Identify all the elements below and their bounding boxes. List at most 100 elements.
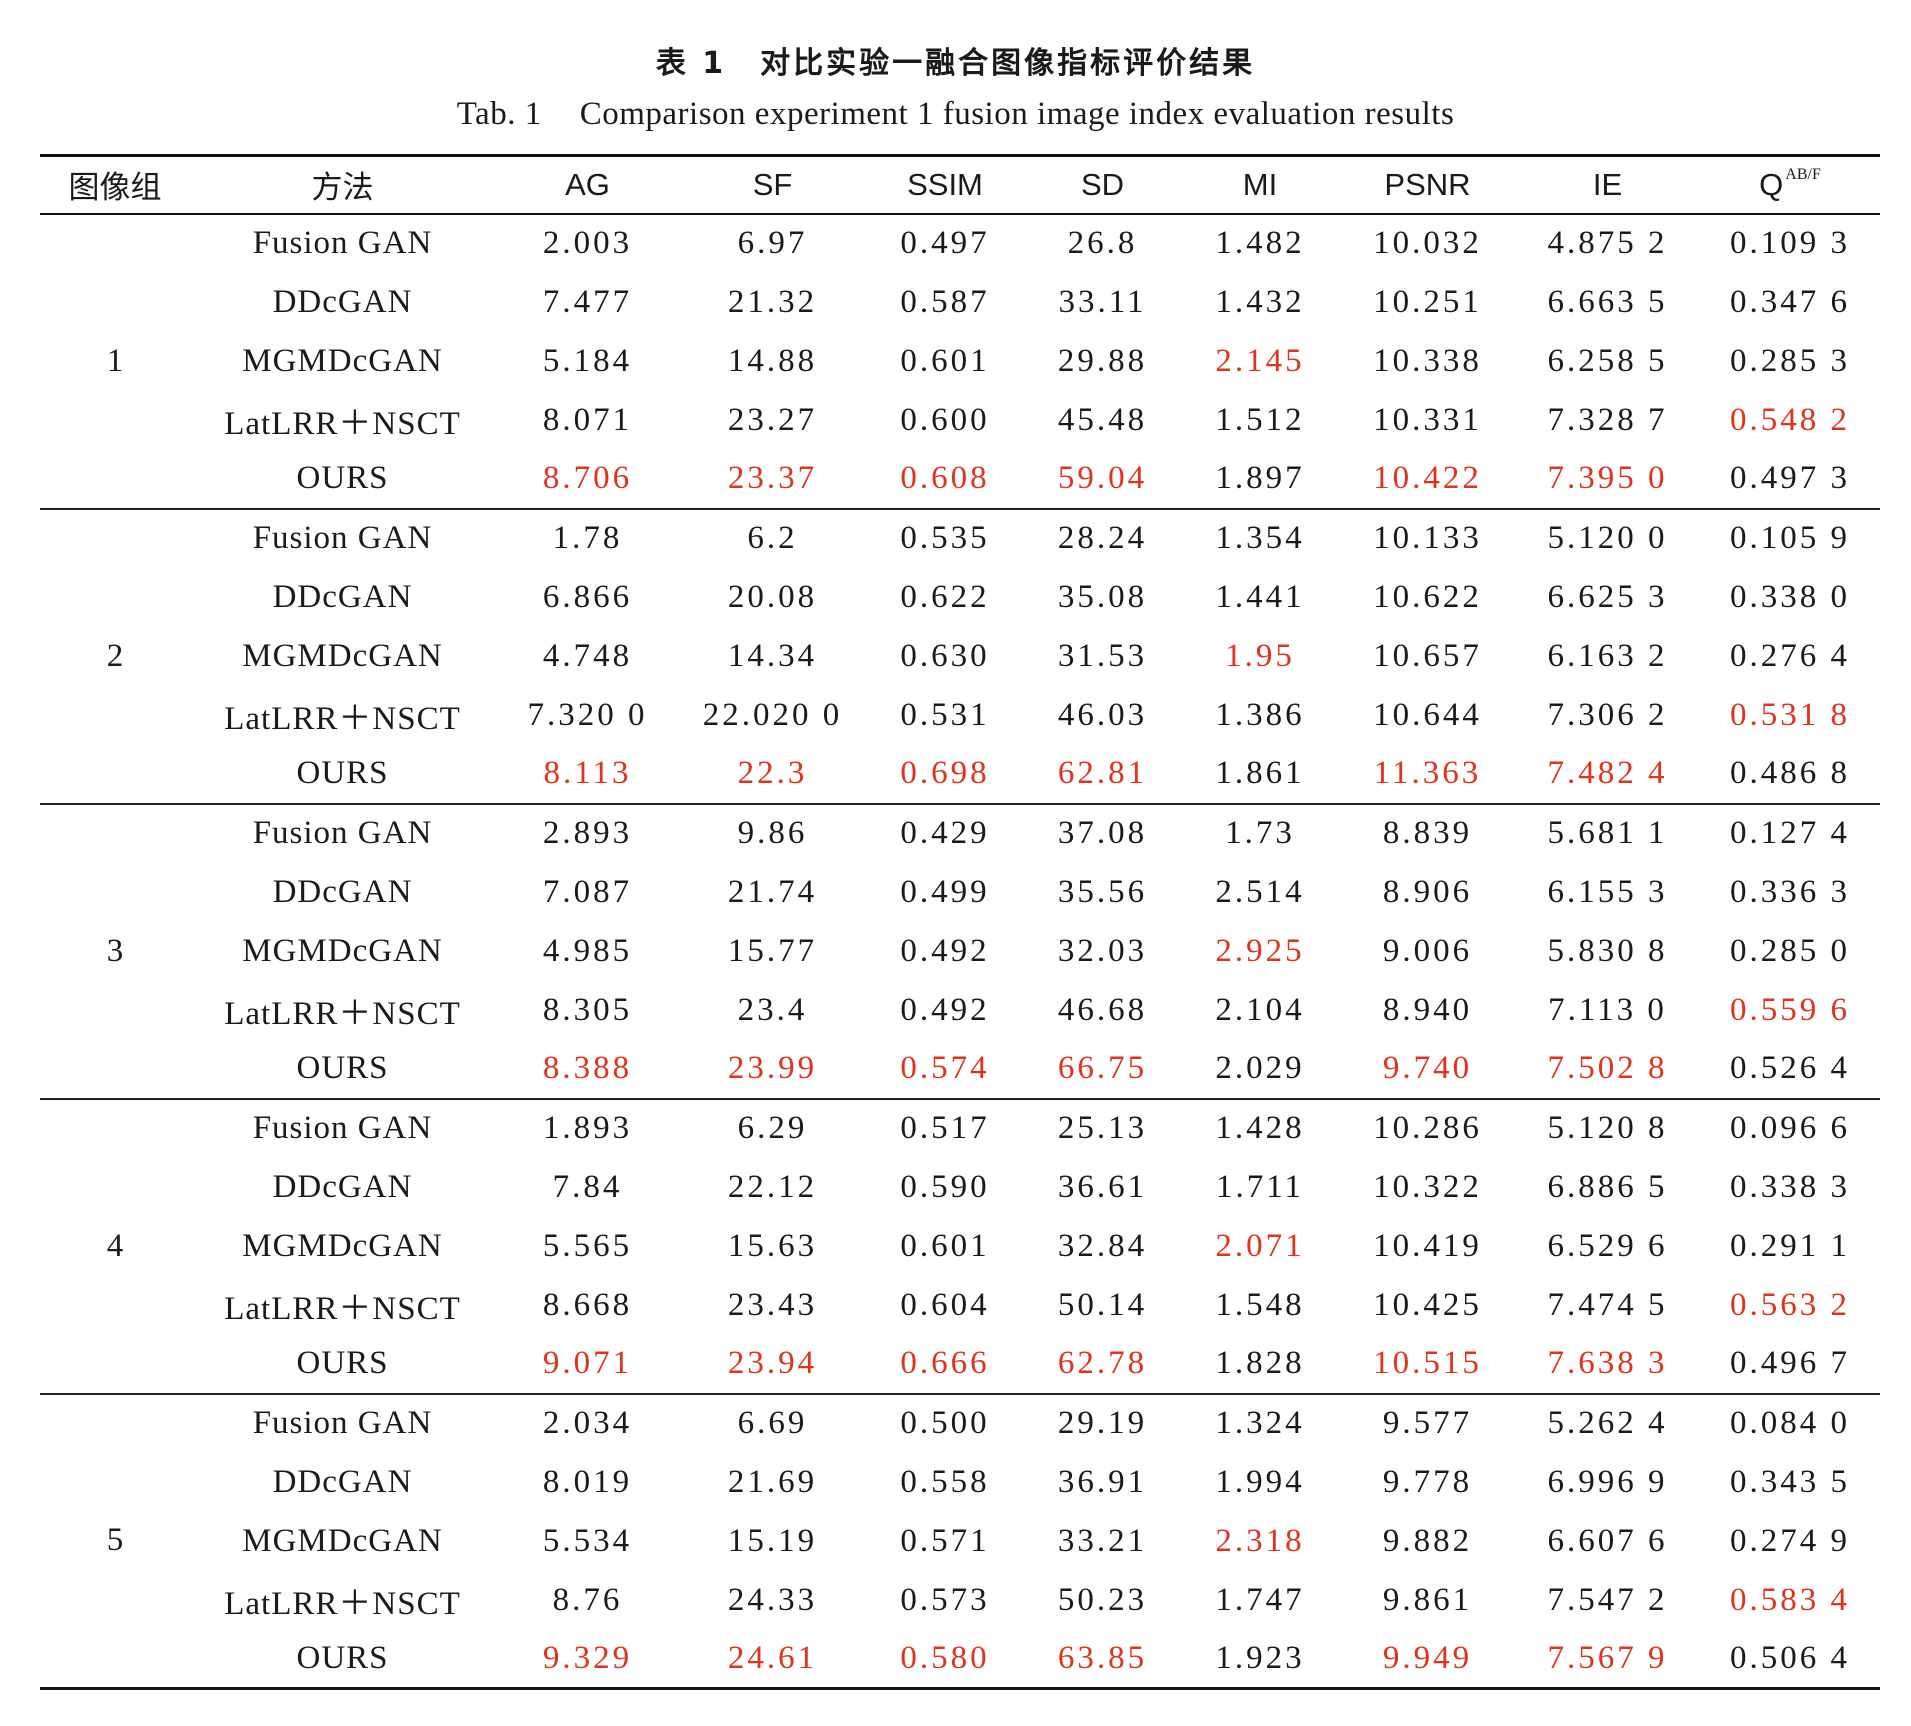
table-body: 1 Fusion GAN 2.003 6.97 0.497 26.8 1.482 10.032… bbox=[40, 213, 1880, 1690]
cell-ssim: 0.608 bbox=[865, 449, 1025, 510]
header-q: Q AB/F bbox=[1700, 154, 1880, 215]
table-row: 3 Fusion GAN 2.893 9.86 0.429 37.08 1.73 8.839 5… bbox=[40, 803, 1880, 1100]
cell-sd: 33.11 bbox=[1058, 283, 1147, 320]
cell-mi: 2.029 bbox=[1180, 1039, 1340, 1100]
cell-sf: 23.94 bbox=[680, 1334, 865, 1395]
table-row: MGMDcGAN 4.985 15.77 0.492 32.03 2.925 9.006 5.… bbox=[40, 922, 1880, 981]
cell-ag: 4.985 bbox=[542, 932, 633, 969]
table-row: LatLRR＋NSCT 8.305 23.4 0.492 46.68 2.104 8.940… bbox=[40, 981, 1880, 1040]
header-psnr: PSNR bbox=[1340, 154, 1515, 215]
cell-sd: 29.88 bbox=[1057, 342, 1148, 379]
cell-method: Fusion GAN bbox=[252, 1405, 433, 1441]
cell-ssim: 0.573 bbox=[900, 1581, 990, 1618]
cell-ssim: 0.580 bbox=[865, 1629, 1025, 1690]
cell-mi: 2.318 bbox=[1215, 1522, 1305, 1559]
table-row: DDcGAN 8.019 21.69 0.558 36.91 1.994 9.778 6.99… bbox=[40, 1453, 1880, 1512]
cell-ie: 7.113 0 bbox=[1548, 991, 1667, 1028]
cell-ie: 7.474 5 bbox=[1547, 1286, 1668, 1323]
table-row: 1 Fusion GAN 2.003 6.97 0.497 26.8 1.482 10.032… bbox=[40, 213, 1880, 510]
cell-psnr: 9.006 bbox=[1382, 932, 1473, 969]
table-number-en: Tab. 1 bbox=[456, 96, 542, 132]
cell-sf: 21.74 bbox=[727, 873, 818, 910]
cell-image-group: 4 bbox=[40, 1098, 190, 1395]
cell-method: MGMDcGAN bbox=[242, 637, 443, 674]
table-row: MGMDcGAN 5.534 15.19 0.571 33.21 2.318 9.882 6.… bbox=[40, 1512, 1880, 1571]
cell-mi: 1.548 bbox=[1215, 1286, 1305, 1323]
table-title-en: Comparison experiment 1 fusion image ind… bbox=[579, 96, 1455, 132]
cell-method: Fusion GAN bbox=[252, 520, 433, 556]
cell-ie: 5.830 8 bbox=[1547, 932, 1668, 969]
cell-sd: 26.8 bbox=[1067, 225, 1138, 261]
table-row: DDcGAN 7.84 22.12 0.590 36.61 1.711 10.322 6.88… bbox=[40, 1158, 1880, 1217]
cell-ie: 7.638 3 bbox=[1515, 1334, 1700, 1395]
cell-sd: 50.23 bbox=[1057, 1581, 1148, 1618]
cell-ssim: 0.601 bbox=[900, 1227, 990, 1264]
cell-mi: 1.354 bbox=[1215, 520, 1305, 556]
cell-psnr: 10.133 bbox=[1373, 520, 1482, 556]
cell-ie: 7.482 4 bbox=[1515, 744, 1700, 805]
table-row: LatLRR＋NSCT 8.071 23.27 0.600 45.48 1.512 10.3… bbox=[40, 391, 1880, 450]
cell-mi: 1.428 bbox=[1215, 1110, 1305, 1146]
cell-ag: 8.668 bbox=[542, 1286, 633, 1323]
cell-sf: 22.020 0 bbox=[702, 696, 843, 733]
cell-ag: 8.071 bbox=[542, 401, 633, 438]
cell-sd: 28.24 bbox=[1057, 520, 1148, 556]
cell-ie: 6.607 6 bbox=[1547, 1522, 1668, 1559]
cell-sf: 23.4 bbox=[737, 991, 808, 1028]
cell-mi: 1.95 bbox=[1225, 637, 1295, 674]
cell-psnr: 10.425 bbox=[1373, 1286, 1482, 1323]
cell-ag: 6.866 bbox=[542, 578, 633, 615]
cell-ie: 7.502 8 bbox=[1515, 1039, 1700, 1100]
header-mi: MI bbox=[1180, 154, 1340, 215]
header-q-label: Q bbox=[1759, 167, 1784, 203]
cell-ssim: 0.571 bbox=[900, 1522, 990, 1559]
table-title-cn: 对比实验一融合图像指标评价结果 bbox=[760, 46, 1256, 81]
cell-psnr: 9.861 bbox=[1382, 1581, 1473, 1618]
cell-sf: 23.37 bbox=[680, 449, 865, 510]
cell-sf: 22.12 bbox=[727, 1168, 818, 1205]
cell-sd: 36.61 bbox=[1057, 1168, 1148, 1205]
table-row: 5 Fusion GAN 2.034 6.69 0.500 29.19 1.324 9.577… bbox=[40, 1393, 1880, 1690]
cell-sf: 24.61 bbox=[680, 1629, 865, 1690]
cell-sf: 14.88 bbox=[727, 342, 818, 379]
cell-ag: 9.071 bbox=[495, 1334, 680, 1395]
table-row: LatLRR＋NSCT 7.320 0 22.020 0 0.531 46.03 1.38… bbox=[40, 686, 1880, 745]
cell-image-group: 1 bbox=[40, 213, 190, 510]
cell-ssim: 0.600 bbox=[900, 401, 990, 438]
cell-psnr: 9.778 bbox=[1382, 1463, 1473, 1500]
table-caption-en: Tab. 1 Comparison experiment 1 fusion ima… bbox=[0, 96, 1911, 133]
cell-psnr: 10.422 bbox=[1340, 449, 1515, 510]
cell-q: 0.347 6 bbox=[1730, 283, 1850, 320]
cell-ie: 6.163 2 bbox=[1547, 637, 1668, 674]
cell-ie: 6.996 9 bbox=[1547, 1463, 1668, 1500]
cell-q: 0.276 4 bbox=[1730, 637, 1850, 674]
cell-ag: 8.76 bbox=[552, 1581, 623, 1618]
cell-psnr: 10.657 bbox=[1373, 637, 1482, 674]
cell-ssim: 0.630 bbox=[900, 637, 990, 674]
header-sf: SF bbox=[680, 154, 865, 215]
cell-ag: 2.034 bbox=[542, 1405, 633, 1441]
cell-ssim: 0.500 bbox=[900, 1405, 990, 1441]
cell-ag: 2.893 bbox=[542, 815, 633, 851]
cell-ssim: 0.497 bbox=[900, 225, 990, 261]
table-row: 2 Fusion GAN 1.78 6.2 0.535 28.24 1.354 10.133 5… bbox=[40, 508, 1880, 805]
cell-sd: 50.14 bbox=[1057, 1286, 1148, 1323]
cell-sf: 15.63 bbox=[727, 1227, 818, 1264]
table-row: MGMDcGAN 5.184 14.88 0.601 29.88 2.145 10.338 6… bbox=[40, 332, 1880, 391]
cell-ag: 5.565 bbox=[542, 1227, 633, 1264]
cell-sd: 37.08 bbox=[1057, 815, 1148, 851]
cell-psnr: 8.906 bbox=[1382, 873, 1473, 910]
table-row: DDcGAN 6.866 20.08 0.622 35.08 1.441 10.622 6.6… bbox=[40, 568, 1880, 627]
cell-ie: 7.567 9 bbox=[1515, 1629, 1700, 1690]
cell-sf: 24.33 bbox=[727, 1581, 818, 1618]
cell-mi: 1.897 bbox=[1180, 449, 1340, 510]
cell-q: 0.338 3 bbox=[1730, 1168, 1850, 1205]
cell-ssim: 0.558 bbox=[900, 1463, 990, 1500]
cell-psnr: 10.032 bbox=[1373, 225, 1482, 261]
cell-mi: 1.73 bbox=[1225, 815, 1295, 851]
table-number-cn: 表 1 bbox=[655, 46, 727, 81]
cell-method: Fusion GAN bbox=[252, 225, 433, 261]
cell-q: 0.563 2 bbox=[1730, 1286, 1850, 1323]
cell-ag: 7.320 0 bbox=[527, 696, 648, 733]
cell-mi: 1.482 bbox=[1215, 225, 1305, 261]
